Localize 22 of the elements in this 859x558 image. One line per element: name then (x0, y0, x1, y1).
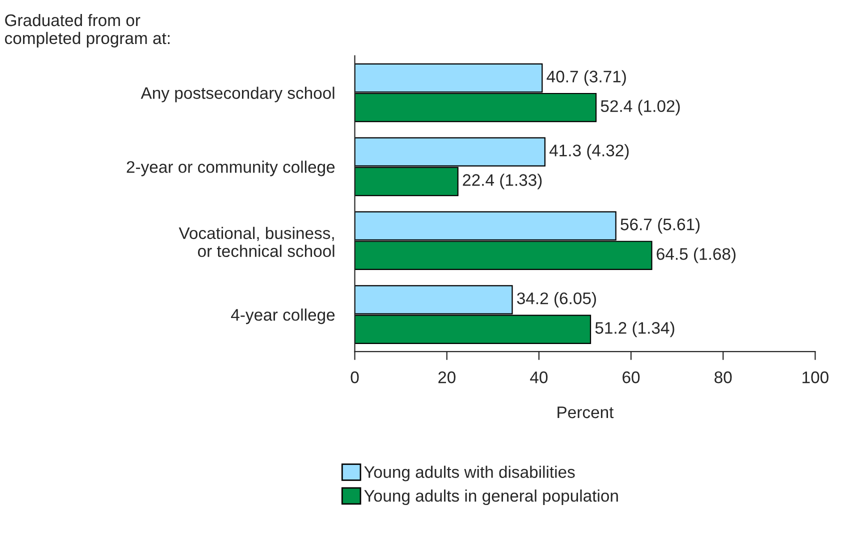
y-tick-label: Vocational, business, or technical school (178, 226, 334, 258)
data-label: 40.7 (3.71) (546, 70, 626, 86)
x-tick-label: 80 (714, 371, 732, 384)
legend-label: Young adults with disabilities (364, 466, 575, 482)
x-tick-label: 100 (802, 371, 828, 384)
data-label: 51.2 (1.34) (595, 322, 674, 338)
y-tick-label: Any postsecondary school (140, 86, 334, 102)
data-label: 64.5 (1.68) (656, 248, 736, 264)
data-label: 34.2 (6.05) (517, 292, 596, 308)
x-axis-title: Percent (558, 406, 614, 418)
y-tick-label: 2-year or community college (126, 160, 335, 176)
x-tick-label: 20 (438, 371, 456, 384)
x-tick-label: 60 (622, 371, 640, 384)
data-label: 41.3 (4.32) (549, 144, 629, 160)
legend-label: Young adults in general population (364, 490, 618, 506)
data-label: 56.7 (5.61) (620, 218, 700, 234)
y-tick-label: 4-year college (231, 308, 335, 324)
data-label: 52.4 (1.02) (600, 100, 680, 116)
y-axis-title: Graduated from or completed program at: (5, 14, 170, 48)
x-tick-label: 40 (530, 371, 548, 384)
x-tick-label: 0 (350, 371, 359, 384)
data-label: 22.4 (1.33) (462, 174, 542, 190)
